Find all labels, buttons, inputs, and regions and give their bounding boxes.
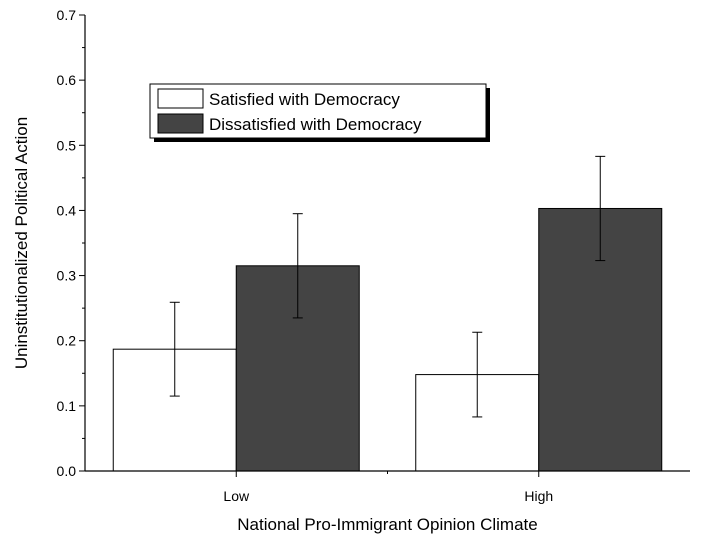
error-bars-group — [169, 155, 606, 418]
y-tick-label: 0.3 — [57, 268, 77, 284]
legend-swatch — [157, 88, 204, 109]
y-tick-label: 0.7 — [57, 7, 77, 23]
y-tick-label: 0.2 — [57, 333, 77, 349]
legend-swatch — [157, 113, 204, 134]
y-axis-title: Uninstitutionalized Political Action — [12, 117, 31, 369]
y-tick-label: 0.0 — [57, 463, 77, 479]
y-tick-label: 0.1 — [57, 398, 77, 414]
x-tick-label: High — [524, 488, 553, 504]
x-ticks-group: Low High — [223, 471, 553, 504]
legend-label: Satisfied with Democracy — [209, 90, 400, 109]
x-tick-label: Low — [223, 488, 250, 504]
y-tick-label: 0.5 — [57, 137, 77, 153]
y-ticks-group: 0.0 0.1 0.2 0.3 0.4 0.5 0.6 0.7 — [57, 7, 85, 479]
legend-label: Dissatisfied with Democracy — [209, 115, 422, 134]
y-tick-label: 0.6 — [57, 72, 77, 88]
bars-group — [112, 207, 663, 472]
x-axis-title: National Pro-Immigrant Opinion Climate — [237, 515, 537, 534]
legend-box — [149, 83, 487, 139]
legend: Satisfied with Democracy Dissatisfied wit… — [149, 83, 490, 142]
y-tick-label: 0.4 — [57, 202, 77, 218]
